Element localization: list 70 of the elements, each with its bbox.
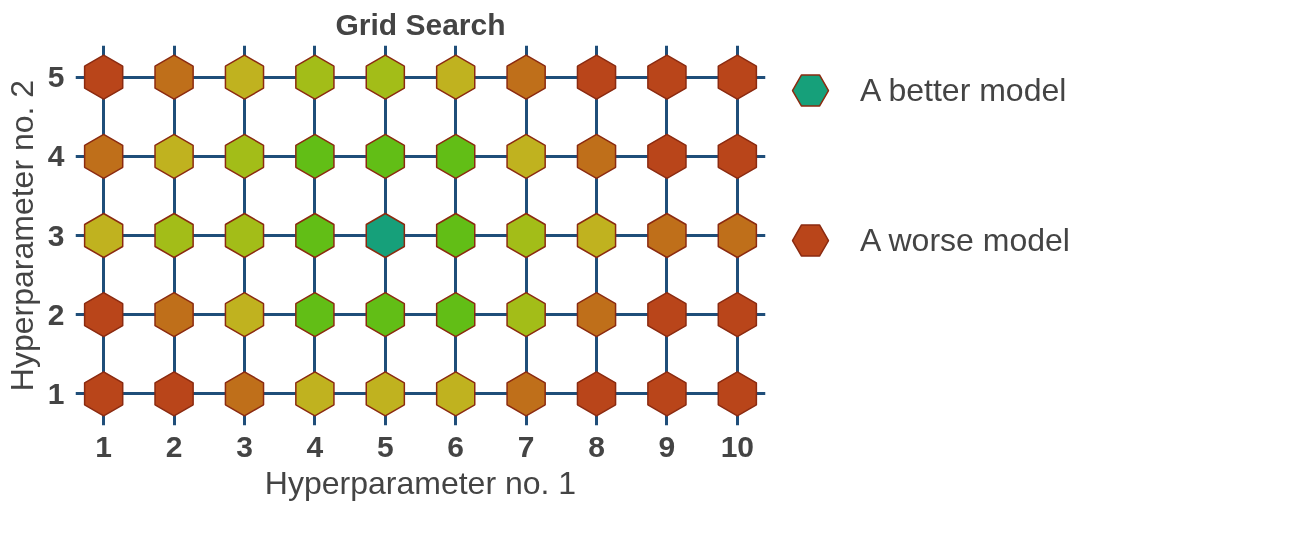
point xyxy=(717,54,758,100)
point xyxy=(365,291,406,338)
point xyxy=(647,371,687,417)
point xyxy=(647,54,687,100)
point xyxy=(365,133,406,180)
point xyxy=(717,133,758,180)
y-axis-title: Hyperparameter no. 2 xyxy=(3,79,40,392)
point xyxy=(83,291,124,338)
point xyxy=(83,133,124,180)
x-tick-label: 7 xyxy=(517,429,535,463)
point xyxy=(224,54,265,100)
x-tick-label: 5 xyxy=(376,429,394,463)
point xyxy=(576,133,617,180)
y-tick-label: 1 xyxy=(47,376,65,410)
point xyxy=(365,371,406,417)
point xyxy=(576,371,617,417)
point xyxy=(576,54,617,100)
x-tick-label: 10 xyxy=(720,429,755,463)
point xyxy=(506,291,546,338)
x-tick-label: 1 xyxy=(95,429,113,463)
legend-label: A worse model xyxy=(860,221,1070,259)
point xyxy=(295,212,335,259)
point xyxy=(295,291,335,338)
point xyxy=(647,291,687,338)
point xyxy=(154,54,194,100)
point xyxy=(154,133,194,180)
x-tick-label: 6 xyxy=(447,429,465,463)
point xyxy=(365,212,406,259)
point xyxy=(435,133,476,180)
point xyxy=(506,133,546,180)
point xyxy=(576,291,617,338)
x-tick-label: 8 xyxy=(588,429,605,463)
point xyxy=(83,212,124,259)
x-axis-title: Hyperparameter no. 1 xyxy=(264,464,577,501)
point xyxy=(647,133,687,180)
point xyxy=(717,291,758,338)
point xyxy=(435,291,476,338)
point xyxy=(154,212,194,259)
point xyxy=(717,371,758,417)
x-tick-label: 2 xyxy=(165,429,183,463)
y-tick-label: 3 xyxy=(47,218,65,252)
point xyxy=(224,212,265,259)
point xyxy=(435,54,476,100)
point xyxy=(435,212,476,259)
point xyxy=(647,212,687,259)
legend-label: A better model xyxy=(860,71,1067,109)
point xyxy=(154,291,194,338)
point xyxy=(83,371,124,417)
y-tick-label: 4 xyxy=(47,139,65,173)
x-tick-label: 4 xyxy=(306,429,324,463)
point xyxy=(154,371,194,417)
point xyxy=(295,54,335,100)
point xyxy=(224,291,265,338)
point xyxy=(435,371,476,417)
x-tick-label: 3 xyxy=(236,429,253,463)
point xyxy=(576,212,617,259)
point xyxy=(83,54,124,100)
point xyxy=(506,54,546,100)
point xyxy=(506,371,546,417)
point xyxy=(506,212,546,259)
y-tick-label: 2 xyxy=(47,297,65,331)
y-tick-label: 5 xyxy=(47,60,65,94)
point xyxy=(295,133,335,180)
point xyxy=(717,212,758,259)
point xyxy=(224,371,265,417)
point xyxy=(295,371,335,417)
chart-title: Grid Search xyxy=(335,7,506,41)
point xyxy=(224,133,265,180)
point xyxy=(365,54,406,100)
x-tick-label: 9 xyxy=(658,429,676,463)
